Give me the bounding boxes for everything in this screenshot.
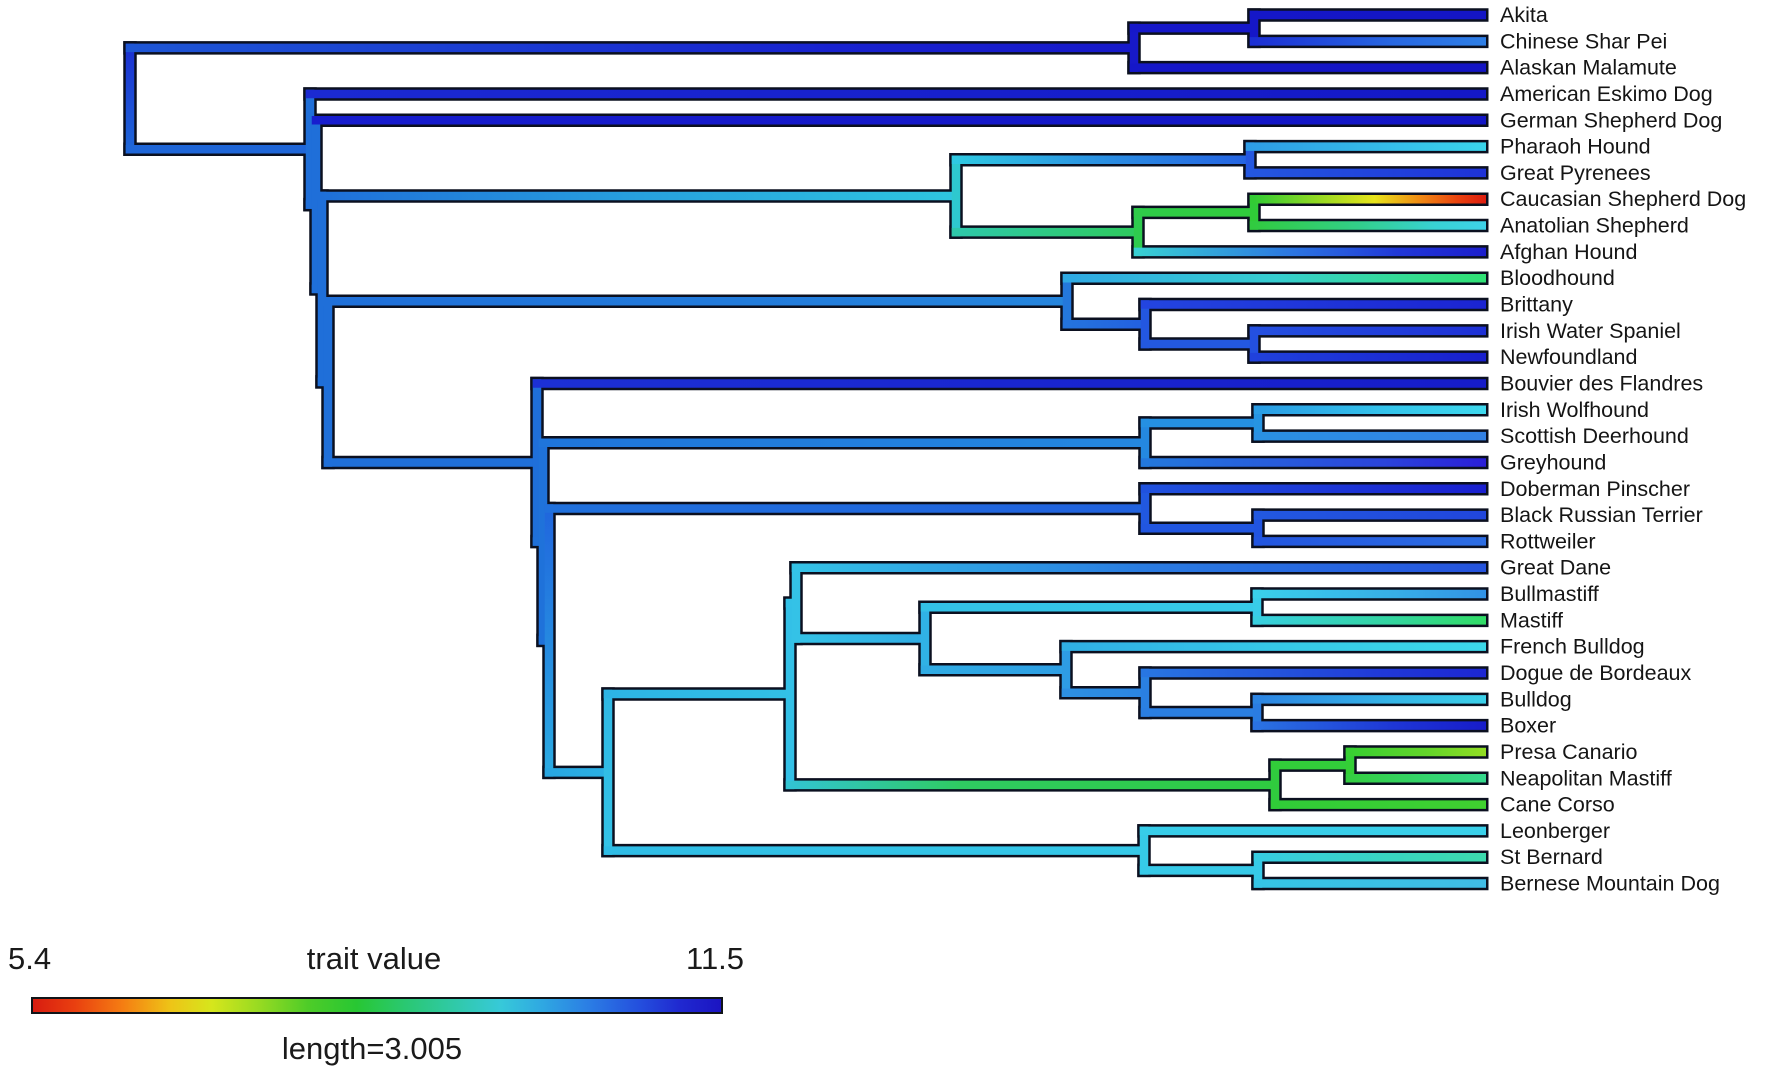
tip-label: Irish Wolfhound [1500, 398, 1649, 422]
tip-label: Caucasian Shepherd Dog [1500, 187, 1746, 211]
tip-label: Brittany [1500, 293, 1573, 317]
legend-gradient-bar [31, 997, 723, 1014]
tip-label: German Shepherd Dog [1500, 108, 1722, 132]
tip-label: Newfoundland [1500, 345, 1637, 369]
tip-label: Bullmastiff [1500, 582, 1599, 606]
legend-min-value: 5.4 [8, 941, 52, 976]
tip-label: Great Dane [1500, 556, 1611, 580]
tip-label: Scottish Deerhound [1500, 424, 1689, 448]
tip-label: Irish Water Spaniel [1500, 319, 1681, 343]
legend-max-value: 11.5 [686, 941, 745, 976]
tip-label: Alaskan Malamute [1500, 56, 1677, 80]
tip-label: Bernese Mountain Dog [1500, 872, 1720, 896]
tip-label: Black Russian Terrier [1500, 503, 1703, 527]
tip-label: French Bulldog [1500, 635, 1645, 659]
tip-label: Cane Corso [1500, 793, 1615, 817]
tip-label: Bloodhound [1500, 266, 1615, 290]
tip-label: Boxer [1500, 714, 1556, 738]
tip-label: Rottweiler [1500, 529, 1596, 553]
tip-label: Doberman Pinscher [1500, 477, 1690, 501]
tip-label: Pharaoh Hound [1500, 135, 1651, 159]
legend-title: trait value [306, 941, 442, 976]
tip-label: Akita [1500, 3, 1548, 27]
tip-label: American Eskimo Dog [1500, 82, 1713, 106]
tip-label: Mastiff [1500, 608, 1563, 632]
tip-label: Chinese Shar Pei [1500, 29, 1667, 53]
tip-label: Dogue de Bordeaux [1500, 661, 1692, 685]
tip-label: Leonberger [1500, 819, 1610, 843]
tip-label: Bulldog [1500, 687, 1572, 711]
tip-label: Presa Canario [1500, 740, 1637, 764]
legend-length-value: length=3.005 [281, 1031, 463, 1066]
tip-label: St Bernard [1500, 845, 1603, 869]
tip-label: Anatolian Shepherd [1500, 214, 1689, 238]
tip-label: Bouvier des Flandres [1500, 371, 1703, 395]
tip-label: Great Pyrenees [1500, 161, 1651, 185]
tip-label: Afghan Hound [1500, 240, 1637, 264]
tip-label: Greyhound [1500, 450, 1606, 474]
branch-cores [125, 10, 1486, 888]
tip-label: Neapolitan Mastiff [1500, 766, 1672, 790]
